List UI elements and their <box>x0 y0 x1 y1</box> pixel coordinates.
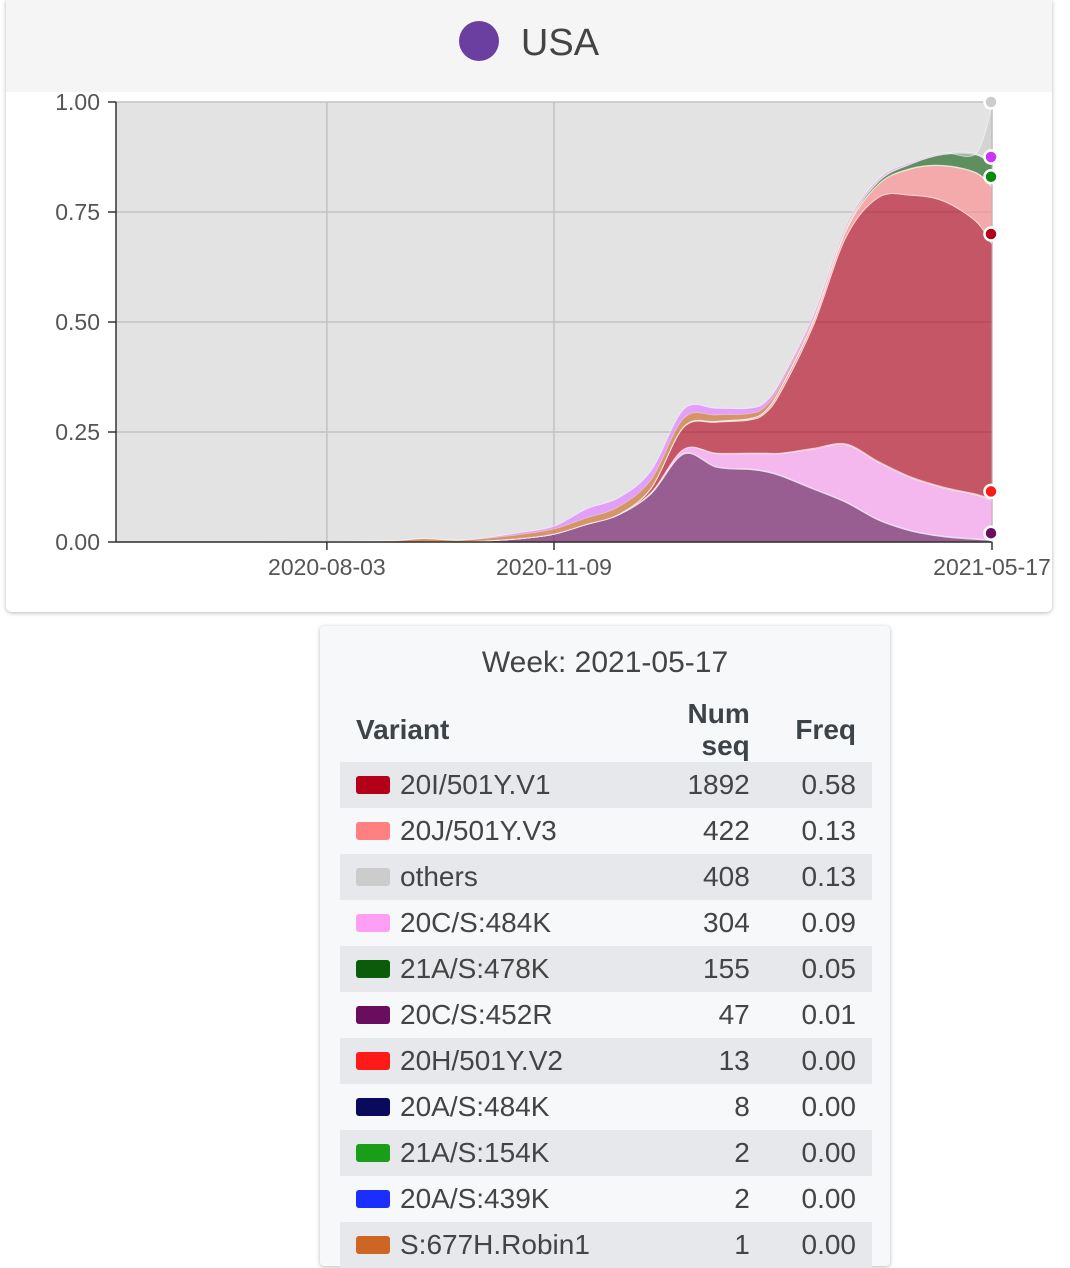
num-seq-cell: 2 <box>639 1130 750 1176</box>
freq-cell: 0.13 <box>749 854 872 900</box>
variant-cell: 20C/S:452R <box>340 992 640 1038</box>
freq-cell: 0.58 <box>749 762 872 808</box>
freq-cell: 0.00 <box>801 1091 857 1122</box>
variant-cell: 20A/S:439K <box>340 1176 640 1222</box>
variant-color-swatch <box>356 1189 390 1208</box>
variant-color-swatch <box>356 821 390 840</box>
num-seq-cell: 304 <box>703 907 750 938</box>
num-seq-cell: 1892 <box>639 762 750 808</box>
variant-color-swatch <box>356 1005 390 1024</box>
header-freq: Freq <box>795 714 856 745</box>
variant-label: 21A/S:154K <box>400 1137 550 1168</box>
variant-label: 20A/S:439K <box>400 1183 550 1214</box>
freq-cell: 0.13 <box>801 815 857 846</box>
freq-cell: 0.00 <box>749 1222 872 1268</box>
variant-cell: 20I/501Y.V1 <box>340 762 640 808</box>
variant-label: 20J/501Y.V3 <box>400 815 557 846</box>
endpoint-20c-s-452r[interactable] <box>983 525 999 541</box>
x-tick-label: 2020-08-03 <box>268 554 386 580</box>
variant-color-swatch <box>356 867 390 886</box>
variant-label: 21A/S:478K <box>400 953 550 984</box>
tooltip-table: Variant Num seq Freq 20I/501Y.V1 1892 0.58… <box>340 698 872 1268</box>
tooltip-row: 20H/501Y.V2 13 0.00 <box>340 1038 872 1084</box>
country-title: USA <box>520 21 600 64</box>
variant-cell: 20H/501Y.V2 <box>340 1038 640 1084</box>
num-seq-cell: 2 <box>734 1183 750 1214</box>
tooltip-row: 20A/S:484K 8 0.00 <box>340 1084 872 1130</box>
variant-label: 20C/S:452R <box>400 999 553 1030</box>
chart-header: USA <box>6 0 1052 92</box>
variant-color-swatch <box>356 1143 390 1162</box>
variant-color-swatch <box>356 913 390 932</box>
freq-cell: 0.09 <box>801 907 857 938</box>
freq-cell: 0.01 <box>801 999 857 1030</box>
y-tick-label: 1.00 <box>55 89 100 115</box>
endpoint-20c-s-484k[interactable] <box>983 149 999 165</box>
variant-label: 20A/S:484K <box>400 1091 550 1122</box>
header-num-seq: Num seq <box>687 698 750 761</box>
tooltip-row: 20C/S:452R 47 0.01 <box>340 992 872 1038</box>
variant-label: S:677H.Robin1 <box>400 1229 590 1260</box>
y-tick-label: 0.25 <box>55 419 100 445</box>
y-tick-label: 0.00 <box>55 529 100 555</box>
freq-cell: 0.00 <box>749 1130 872 1176</box>
num-seq-cell: 1 <box>639 1222 750 1268</box>
variant-color-swatch <box>356 775 390 794</box>
variant-cell: 20C/S:484K <box>340 900 640 946</box>
variant-cell: 20A/S:484K <box>340 1084 640 1130</box>
num-seq-cell: 13 <box>639 1038 750 1084</box>
tooltip-row: 20A/S:439K 2 0.00 <box>340 1176 872 1222</box>
freq-cell: 0.00 <box>801 1183 857 1214</box>
tick-labels: 0.00 0.25 0.50 0.75 1.00 2020-08-03 2020-11-09… <box>55 89 1051 580</box>
stream-chart[interactable]: 0.00 0.25 0.50 0.75 1.00 2020-08-03 2020-11-09… <box>0 0 1070 612</box>
variant-cell: 21A/S:478K <box>340 946 640 992</box>
num-seq-cell: 408 <box>639 854 750 900</box>
country-color-dot <box>458 21 499 61</box>
tooltip-row: S:677H.Robin1 1 0.00 <box>340 1222 872 1268</box>
header-variant: Variant <box>356 714 450 745</box>
variant-label: 20C/S:484K <box>400 907 551 938</box>
x-tick-label: 2021-05-17 <box>933 554 1051 580</box>
variant-label: 20H/501Y.V2 <box>400 1045 563 1076</box>
variant-cell: S:677H.Robin1 <box>340 1222 640 1268</box>
x-tick-label: 2020-11-09 <box>496 554 612 580</box>
num-seq-cell: 47 <box>718 999 750 1030</box>
variant-color-swatch <box>356 1097 390 1116</box>
y-tick-label: 0.50 <box>55 309 100 335</box>
variant-label: others <box>400 861 478 892</box>
y-tick-label: 0.75 <box>55 199 100 225</box>
tooltip-title: Week: 2021-05-17 <box>481 646 729 679</box>
num-seq-cell: 8 <box>734 1091 750 1122</box>
num-seq-cell: 155 <box>639 946 750 992</box>
endpoint-others[interactable] <box>983 94 999 110</box>
variant-label: 20I/501Y.V1 <box>400 769 551 800</box>
tooltip-row: others 408 0.13 <box>340 854 872 900</box>
endpoint-21a-s-478k[interactable] <box>983 169 999 185</box>
endpoint-20i-501y-v1[interactable] <box>983 226 999 242</box>
tooltip-row: 20I/501Y.V1 1892 0.58 <box>340 762 872 808</box>
series-endpoints[interactable] <box>983 94 999 541</box>
tooltip-row: 20C/S:484K 304 0.09 <box>340 900 872 946</box>
freq-cell: 0.05 <box>749 946 872 992</box>
variant-cell: 21A/S:154K <box>340 1130 640 1176</box>
endpoint-20h-501y-v2[interactable] <box>983 483 999 500</box>
variant-cell: others <box>340 854 640 900</box>
variant-color-swatch <box>356 1235 390 1254</box>
tooltip-row: 20J/501Y.V3 422 0.13 <box>340 808 872 854</box>
variant-color-swatch <box>356 959 390 978</box>
variant-color-swatch <box>356 1051 390 1070</box>
tooltip-row: 21A/S:154K 2 0.00 <box>340 1130 872 1176</box>
variant-cell: 20J/501Y.V3 <box>340 808 640 854</box>
num-seq-cell: 422 <box>703 815 750 846</box>
tooltip-row: 21A/S:478K 155 0.05 <box>340 946 872 992</box>
freq-cell: 0.00 <box>749 1038 872 1084</box>
